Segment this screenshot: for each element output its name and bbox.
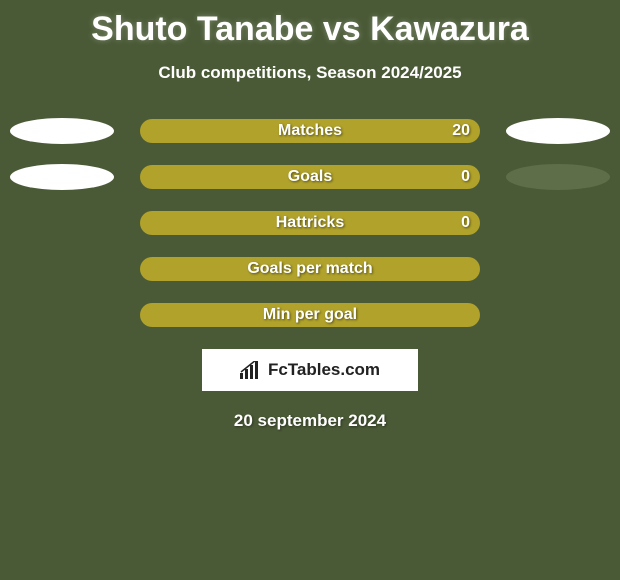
- right-ellipse-matches: [506, 118, 610, 144]
- left-ellipse-matches: [10, 118, 114, 144]
- stat-bar-hattricks: Hattricks 0: [140, 211, 480, 235]
- stat-bar-min-per-goal: Min per goal: [140, 303, 480, 327]
- date-text: 20 september 2024: [0, 411, 620, 431]
- stat-label-hattricks: Hattricks: [276, 214, 344, 232]
- branding-text: FcTables.com: [268, 360, 380, 380]
- stat-row-min-per-goal: Min per goal: [0, 303, 620, 327]
- branding-box: FcTables.com: [202, 349, 418, 391]
- stat-row-hattricks: Hattricks 0: [0, 211, 620, 235]
- stat-label-goals-per-match: Goals per match: [247, 260, 372, 278]
- stats-container: Matches 20 Goals 0 Hattricks 0 Goals per…: [0, 119, 620, 327]
- stat-row-matches: Matches 20: [0, 119, 620, 143]
- stat-value-goals: 0: [461, 168, 470, 186]
- stat-label-goals: Goals: [288, 168, 332, 186]
- chart-icon: [240, 361, 262, 379]
- stat-label-matches: Matches: [278, 122, 342, 140]
- stat-bar-matches: Matches 20: [140, 119, 480, 143]
- right-ellipse-goals: [506, 164, 610, 190]
- page-title: Shuto Tanabe vs Kawazura: [0, 0, 620, 49]
- left-ellipse-goals: [10, 164, 114, 190]
- stat-row-goals: Goals 0: [0, 165, 620, 189]
- stat-value-hattricks: 0: [461, 214, 470, 232]
- stat-value-matches: 20: [452, 122, 470, 140]
- stat-bar-goals: Goals 0: [140, 165, 480, 189]
- stat-bar-goals-per-match: Goals per match: [140, 257, 480, 281]
- page-subtitle: Club competitions, Season 2024/2025: [0, 63, 620, 83]
- stat-label-min-per-goal: Min per goal: [263, 306, 357, 324]
- stat-row-goals-per-match: Goals per match: [0, 257, 620, 281]
